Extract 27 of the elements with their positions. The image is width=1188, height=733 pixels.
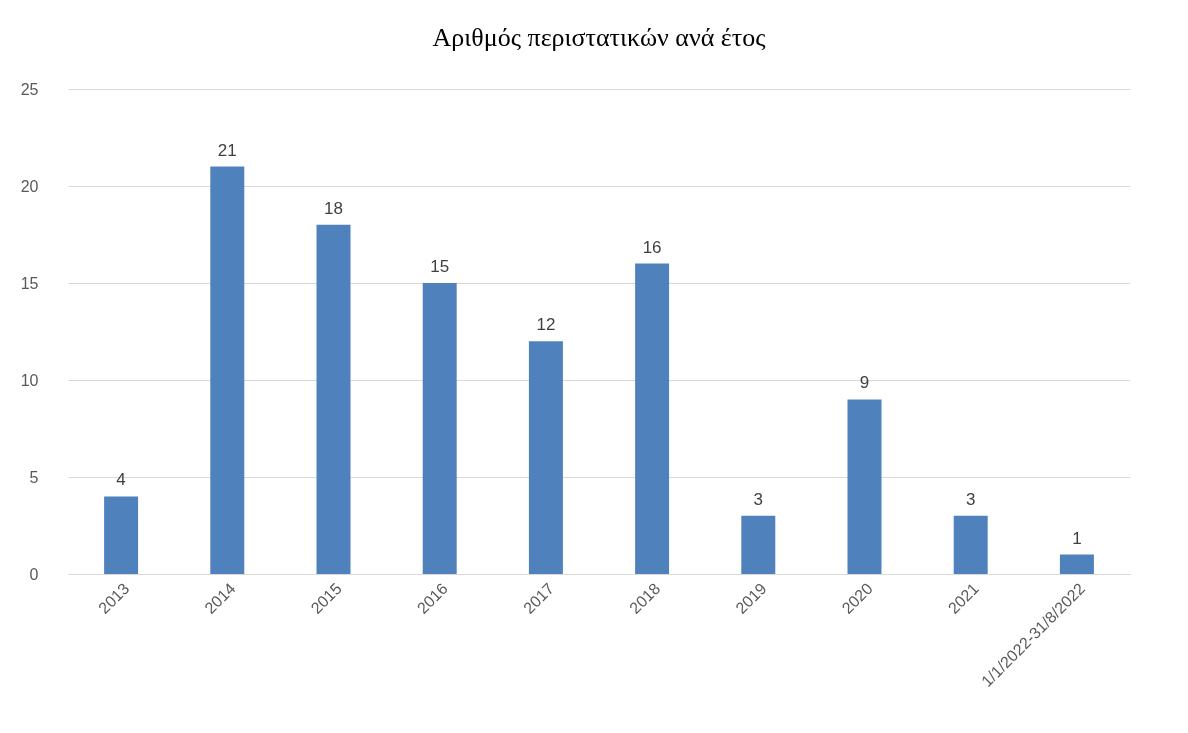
bar bbox=[422, 283, 457, 574]
data-label: 3 bbox=[965, 489, 976, 509]
bar bbox=[104, 496, 139, 574]
data-label: 4 bbox=[116, 470, 126, 490]
bar bbox=[847, 399, 882, 574]
data-label: 18 bbox=[324, 198, 343, 218]
y-tick-label: 25 bbox=[20, 80, 39, 98]
bar bbox=[528, 341, 563, 574]
bar bbox=[953, 515, 988, 574]
data-label: 12 bbox=[536, 315, 556, 335]
y-tick-label: 5 bbox=[29, 468, 39, 486]
data-label: 1 bbox=[1072, 528, 1082, 548]
data-label: 21 bbox=[217, 140, 237, 160]
data-label: 16 bbox=[642, 237, 662, 257]
chart-title: Αριθμός περιστατικών ανά έτος bbox=[432, 23, 767, 52]
bar bbox=[210, 166, 245, 574]
data-label: 3 bbox=[753, 489, 764, 509]
data-label: 15 bbox=[430, 257, 450, 276]
bar bbox=[1059, 554, 1094, 574]
y-tick-label: 10 bbox=[20, 371, 39, 389]
bar bbox=[316, 224, 351, 574]
y-tick-label: 20 bbox=[20, 177, 39, 195]
bar bbox=[741, 515, 776, 574]
bar bbox=[635, 263, 670, 574]
y-tick-label: 15 bbox=[20, 274, 39, 292]
y-tick-label: 0 bbox=[29, 565, 39, 583]
data-label: 9 bbox=[859, 373, 870, 393]
